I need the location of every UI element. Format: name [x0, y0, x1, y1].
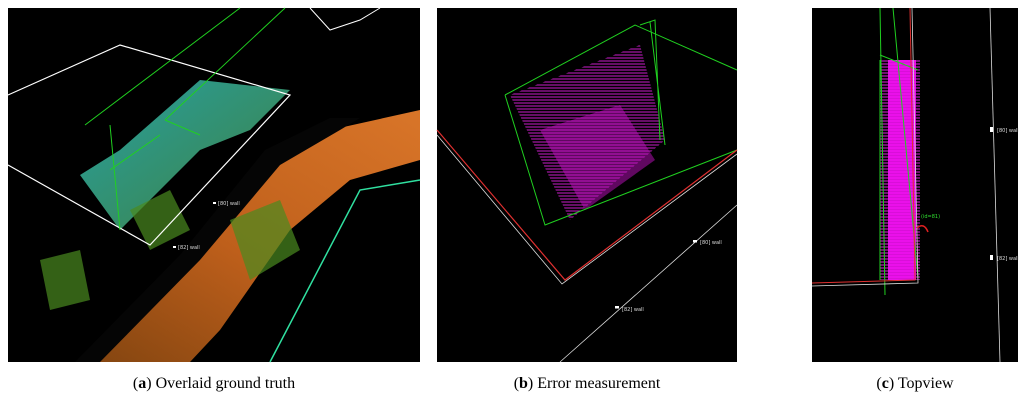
figure: [80] wall [82] wall [80] wall [82] wall …	[0, 0, 1026, 401]
caption: (c) Topview	[876, 375, 954, 392]
caption-text: ) Topview	[889, 375, 954, 392]
marker	[213, 202, 216, 204]
wall-label: [80] wall	[997, 128, 1019, 134]
id-label: (id=81)	[921, 214, 940, 220]
wall-label: [80] wall	[218, 201, 240, 207]
caption-text: ) Error measurement	[528, 375, 661, 392]
marker	[693, 240, 697, 243]
caption: (b) Error measurement	[514, 375, 661, 392]
caption-label: b	[519, 375, 528, 392]
marker	[615, 306, 619, 309]
caption: (a) Overlaid ground truth	[133, 375, 295, 392]
panel-a: [80] wall [82] wall	[8, 8, 420, 362]
panel-b: [80] wall [82] wall	[437, 8, 737, 362]
caption-text: ) Overlaid ground truth	[146, 375, 295, 392]
marker	[990, 255, 993, 260]
wall-label: [82] wall	[178, 245, 200, 251]
caption-label: a	[138, 375, 146, 392]
wall-label: [82] wall	[622, 307, 644, 313]
wall-label: [80] wall	[700, 240, 722, 246]
marker	[173, 246, 176, 248]
panel-c: [80] wall [82] wall (id=81)	[812, 8, 1019, 362]
marker	[990, 127, 993, 132]
caption-label: c	[882, 375, 889, 392]
wall-label: [82] wall	[997, 256, 1019, 262]
